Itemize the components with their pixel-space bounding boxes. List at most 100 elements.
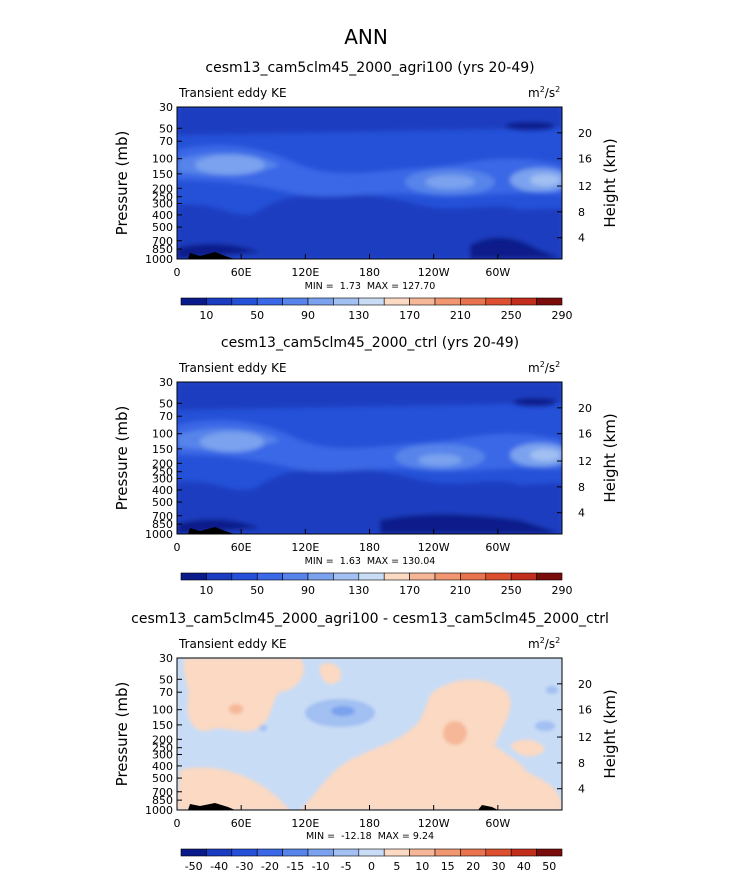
panel-3-ylabel: Pressure (mb): [113, 682, 131, 787]
figure-suptitle: ANN: [344, 25, 388, 49]
x-tick-label: 120W: [418, 541, 450, 554]
colorbar-label: 290: [552, 584, 573, 597]
panel-3-pos-region-e: [510, 739, 545, 757]
colorbar-label: 10: [199, 584, 213, 597]
colorbar-swatch: [307, 297, 334, 306]
panel-3-neg-core: [331, 706, 355, 716]
panel-1-minmax: MIN = 1.73 MAX = 127.70: [305, 281, 436, 292]
y-tick-label: 150: [152, 719, 173, 732]
y-tick-label: 250: [152, 191, 173, 204]
panel-3-neg-small-b: [259, 725, 267, 731]
y-tick-label: 850: [152, 518, 173, 531]
y-tick-label: 300: [152, 749, 173, 762]
x-tick-label: 180: [359, 541, 380, 554]
panel-2-colorbar: 10 50 90 130 170 210 250 290: [180, 572, 573, 597]
colorbar-swatch: [231, 848, 258, 857]
panel-2-core-d2: [530, 449, 560, 461]
panel-1-core-c2: [425, 175, 475, 189]
x-tick-label: 180: [359, 266, 380, 279]
panel-3: cesm13_cam5clm45_2000_agri100 - cesm13_c…: [113, 611, 619, 872]
colorbar-swatch: [206, 848, 233, 857]
panel-3-y2label: Height (km): [601, 689, 619, 778]
panel-2-units: m2/s2: [528, 360, 560, 375]
colorbar-label: 130: [348, 584, 369, 597]
panel-1-field: [177, 107, 562, 259]
panel-1-y2label: Height (km): [601, 138, 619, 227]
panel-1-left-label: Transient eddy KE: [178, 86, 287, 100]
panel-3-pos-region-d: [177, 767, 290, 810]
colorbar-swatch: [460, 848, 487, 857]
colorbar-swatch: [460, 297, 487, 306]
colorbar-swatch: [307, 572, 334, 581]
y2-tick-label: 16: [578, 704, 592, 717]
colorbar-label: -50: [185, 860, 203, 872]
colorbar-label: 15: [441, 860, 455, 872]
colorbar-swatch: [282, 572, 309, 581]
x-tick-label: 120E: [291, 541, 319, 554]
colorbar-label: 40: [517, 860, 531, 872]
colorbar-swatch: [333, 297, 360, 306]
panel-3-minmax: MIN = -12.18 MAX = 9.24: [306, 831, 434, 842]
y-tick-label: 100: [152, 428, 173, 441]
y-tick-label: 250: [152, 466, 173, 479]
y2-tick-label: 8: [578, 757, 585, 770]
y-tick-label: 850: [152, 243, 173, 256]
y2-tick-label: 12: [578, 731, 592, 744]
panel-3-neg-small-a: [535, 721, 555, 731]
y2-tick-label: 8: [578, 481, 585, 494]
colorbar-label: 10: [199, 309, 213, 322]
y-tick-label: 1000: [145, 528, 173, 541]
y-tick-label: 30: [159, 652, 173, 665]
x-tick-label: 0: [174, 817, 181, 830]
colorbar-label: -30: [236, 860, 254, 872]
panel-1-colorbar: 10 50 90 130 170 210 250 290: [180, 297, 573, 322]
colorbar-swatch: [510, 848, 537, 857]
panel-2-core-b: [200, 432, 264, 452]
y2-tick-label: 4: [578, 783, 585, 796]
x-tick-label: 60W: [485, 266, 510, 279]
y-tick-label: 50: [159, 122, 173, 135]
x-tick-label: 120W: [418, 266, 450, 279]
y-tick-label: 50: [159, 673, 173, 686]
colorbar-swatch: [510, 297, 537, 306]
y-tick-label: 700: [152, 786, 173, 799]
y-tick-label: 150: [152, 168, 173, 181]
panel-1-units: m2/s2: [528, 85, 560, 100]
colorbar-label: 10: [415, 860, 429, 872]
panel-1-title: cesm13_cam5clm45_2000_agri100 (yrs 20-49…: [205, 60, 534, 76]
panel-3-pos-region-c: [300, 679, 562, 810]
x-tick-label: 60E: [231, 817, 252, 830]
y2-tick-label: 4: [578, 507, 585, 520]
panel-1-surface-low-2: [470, 237, 562, 259]
colorbar-label: 210: [450, 584, 471, 597]
y2-tick-label: 20: [578, 678, 592, 691]
colorbar-swatch: [383, 297, 410, 306]
colorbar-label: 0: [368, 860, 375, 872]
y-tick-label: 100: [152, 153, 173, 166]
y-tick-label: 200: [152, 733, 173, 746]
colorbar-swatch: [536, 848, 563, 857]
y2-tick-label: 20: [578, 127, 592, 140]
colorbar-label: 50: [250, 309, 264, 322]
panel-2-core-c2: [418, 454, 462, 466]
y-tick-label: 100: [152, 704, 173, 717]
colorbar-swatch: [333, 572, 360, 581]
panel-3-colorbar: -50 -40 -30 -20 -15 -10 -5 0 5 10 15 20 30 40 50: [180, 848, 563, 872]
panel-1-core-b: [195, 155, 265, 175]
colorbar-swatch: [206, 572, 233, 581]
y-tick-label: 70: [159, 410, 173, 423]
y-tick-label: 700: [152, 235, 173, 248]
colorbar-swatch: [434, 848, 461, 857]
x-tick-label: 0: [174, 541, 181, 554]
colorbar-swatch: [180, 572, 207, 581]
y2-tick-label: 20: [578, 402, 592, 415]
colorbar-swatch: [333, 848, 360, 857]
panel-3-title: cesm13_cam5clm45_2000_agri100 - cesm13_c…: [131, 611, 609, 627]
panel-2-terrain: [188, 527, 235, 534]
y-tick-label: 1000: [145, 253, 173, 266]
colorbar-swatch: [282, 848, 309, 857]
colorbar-label: 90: [301, 309, 315, 322]
x-tick-label: 180: [359, 817, 380, 830]
